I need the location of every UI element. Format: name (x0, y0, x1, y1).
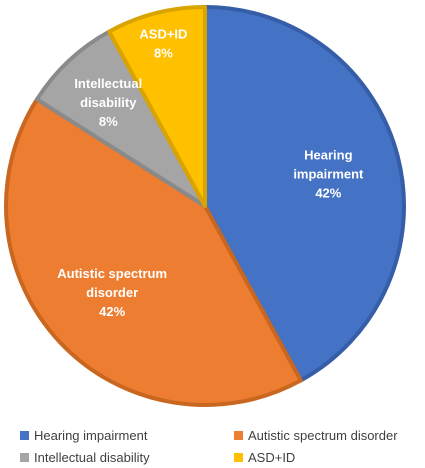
pie-slice-asd-id (107, 5, 207, 208)
legend-item-intellectual-disability: Intellectual disability (20, 450, 150, 465)
legend-label-hearing-impairment: Hearing impairment (34, 428, 148, 443)
legend-item-hearing-impairment: Hearing impairment (20, 428, 147, 443)
legend-label-asd-id: ASD+ID (248, 450, 296, 465)
slice-label-asd-id: ASD+ID 8% (139, 27, 187, 61)
pie-chart: Hearing impairment 42% Autistic spectrum dis… (4, 5, 406, 407)
slice-label-hearing-impairment: Hearing impairment 42% (293, 147, 364, 200)
chart-legend: Hearing impairment Autistic spectrum dis… (0, 424, 425, 468)
pie-slice-autistic-spectrum-disorder (4, 97, 303, 407)
legend-swatch-intellectual-disability (20, 453, 29, 462)
legend-swatch-hearing-impairment (20, 431, 29, 440)
legend-item-autistic-spectrum-disorder: Autistic spectrum disorder (234, 428, 398, 443)
legend-item-asd-id: ASD+ID (234, 450, 295, 465)
slice-label-autistic-spectrum-disorder: Autistic spectrum disorder 42% (57, 266, 167, 319)
legend-swatch-autistic-spectrum-disorder (234, 431, 243, 440)
pie-slice-hearing-impairment (203, 5, 406, 383)
legend-label-intellectual-disability: Intellectual disability (34, 450, 150, 465)
legend-swatch-asd-id (234, 453, 243, 462)
slice-label-intellectual-disability: Intellectual disability 8% (74, 76, 142, 129)
legend-label-autistic-spectrum-disorder: Autistic spectrum disorder (248, 428, 398, 443)
